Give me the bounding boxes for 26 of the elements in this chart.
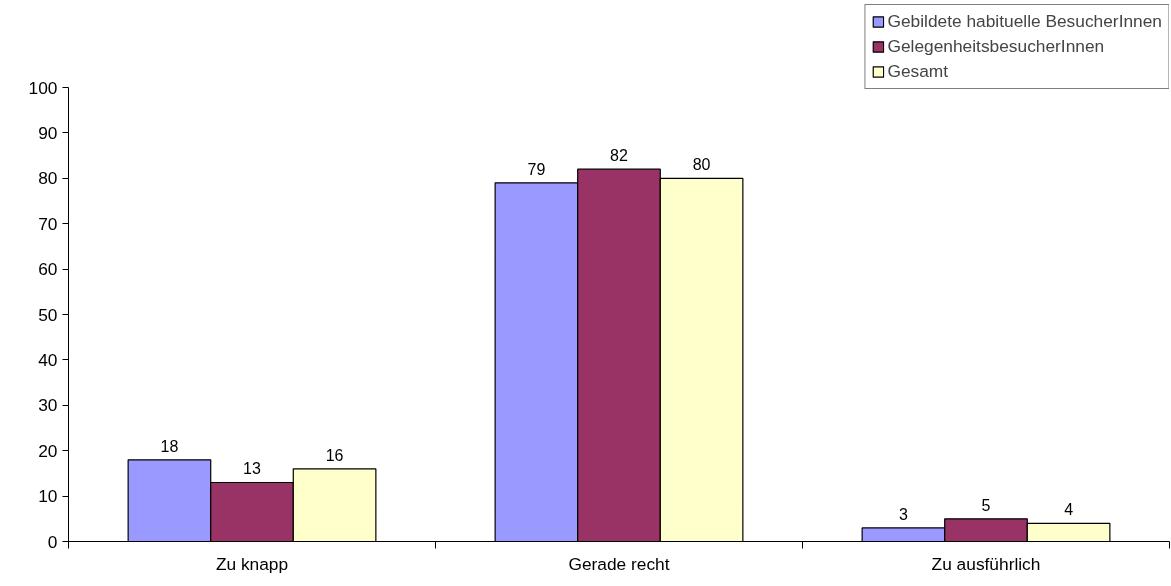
y-tick-label: 60 [38,259,58,280]
x-tick-label: Zu knapp [215,553,289,574]
y-tick-label: 80 [38,168,58,189]
y-tick-label: 70 [38,213,58,234]
y-tick-label: 100 [28,77,58,98]
y-tick-label: 10 [38,486,58,507]
y-tick-label: 30 [38,395,58,416]
y-tick-label: 0 [47,531,58,552]
y-tick-label: 90 [38,122,58,143]
data-label: 82 [610,147,628,165]
data-label: 13 [243,460,261,478]
data-label: 79 [527,160,546,178]
y-tick-label: 50 [38,304,58,325]
legend-label: GelegenheitsbesucherInnen [887,36,1105,57]
y-tick-label: 20 [38,440,58,461]
data-label: 4 [1064,501,1074,519]
data-label: 80 [692,156,711,174]
y-tick-label: 40 [38,349,58,370]
data-label: 18 [160,437,179,455]
data-label: 16 [325,446,344,464]
x-tick-label: Gerade recht [568,553,670,574]
legend-label: Gebildete habituelle BesucherInnen [887,11,1162,32]
x-tick-label: Zu ausführlich [931,553,1041,574]
legend-label: Gesamt [887,61,949,82]
data-label: 5 [981,496,991,514]
data-label: 3 [898,505,908,523]
